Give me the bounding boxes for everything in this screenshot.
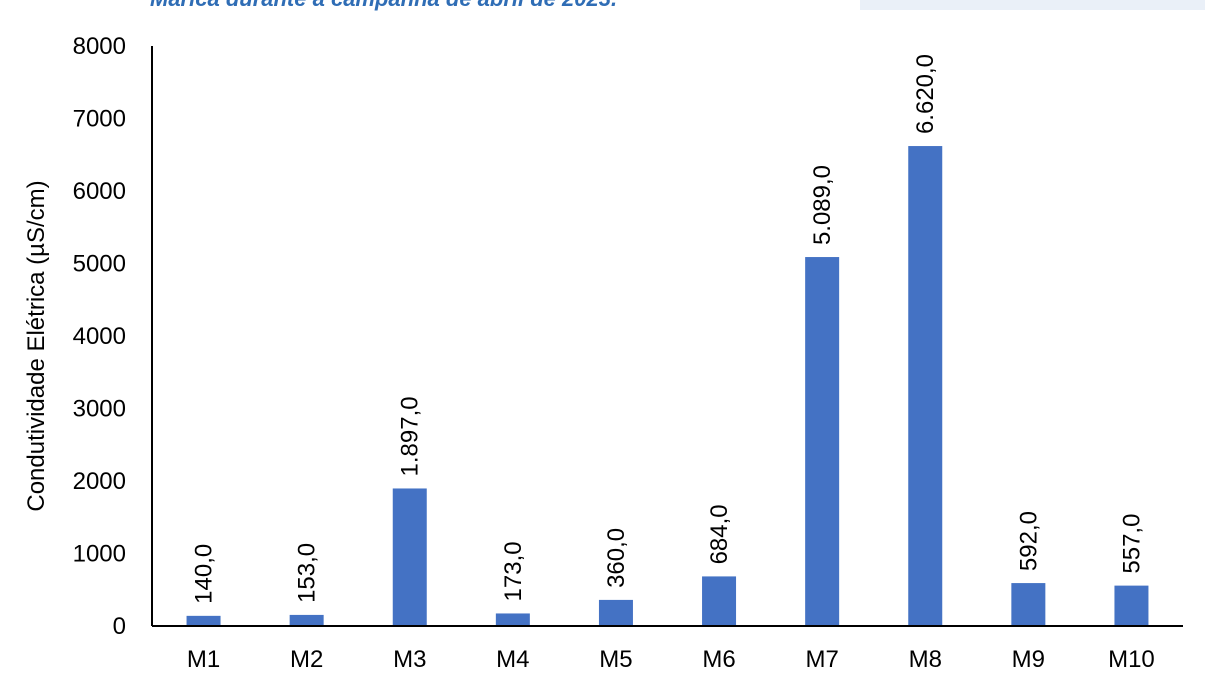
bar-data-label: 6.620,0 [912,54,939,134]
bar [598,599,633,626]
bar [1114,585,1149,626]
x-tick-label: M5 [599,646,632,673]
data-label-group: 140,0 153,0 1.897,0 173,0 360,0 684,0 5.089,0 6… [191,54,1146,604]
figure-caption: Marica durante a campanha de abril de 20… [150,0,617,12]
x-tick-label: M3 [393,646,426,673]
x-tick-label: M7 [805,646,838,673]
x-tick-label: M9 [1012,646,1045,673]
y-tick-label: 6000 [73,178,126,205]
y-tick-label: 4000 [73,323,126,350]
bar [702,576,737,626]
bar [495,613,530,626]
bar-data-label: 557,0 [1118,514,1145,574]
x-tick-label: M2 [290,646,323,673]
bar [392,488,427,626]
y-tick-label: 7000 [73,106,126,133]
y-tick-label: 3000 [73,396,126,423]
bar-data-label: 5.089,0 [809,165,836,245]
bar [908,146,943,627]
bar [805,257,840,626]
bar-data-label: 173,0 [500,541,527,601]
bar-data-label: 153,0 [294,543,321,603]
x-tick-label: M8 [909,646,942,673]
x-tick-label: M1 [187,646,220,673]
bar-data-label: 684,0 [706,504,733,564]
bar [1011,583,1046,626]
x-tick-label: M6 [702,646,735,673]
y-axis-title: Condutividade Elétrica (µS/cm) [23,180,50,511]
bar [289,614,324,626]
bar-group [186,146,1149,627]
x-tick-label: M10 [1108,646,1155,673]
header-band [860,0,1205,10]
x-tick-label: M4 [496,646,529,673]
x-tick-group: M1 M2 M3 M4 M5 M6 M7 M8 M9 M10 [187,646,1155,673]
y-tick-label: 5000 [73,251,126,278]
bar-data-label: 360,0 [603,528,630,588]
y-tick-label: 2000 [73,468,126,495]
y-tick-label: 1000 [73,541,126,568]
bar-data-label: 592,0 [1015,511,1042,571]
y-tick-group: 0 1000 2000 3000 4000 5000 6000 7000 8000 [73,33,126,640]
bar-data-label: 1.897,0 [397,396,424,476]
y-tick-label: 0 [113,613,126,640]
bar [186,615,221,626]
y-tick-label: 8000 [73,33,126,60]
bar-data-label: 140,0 [191,544,218,604]
